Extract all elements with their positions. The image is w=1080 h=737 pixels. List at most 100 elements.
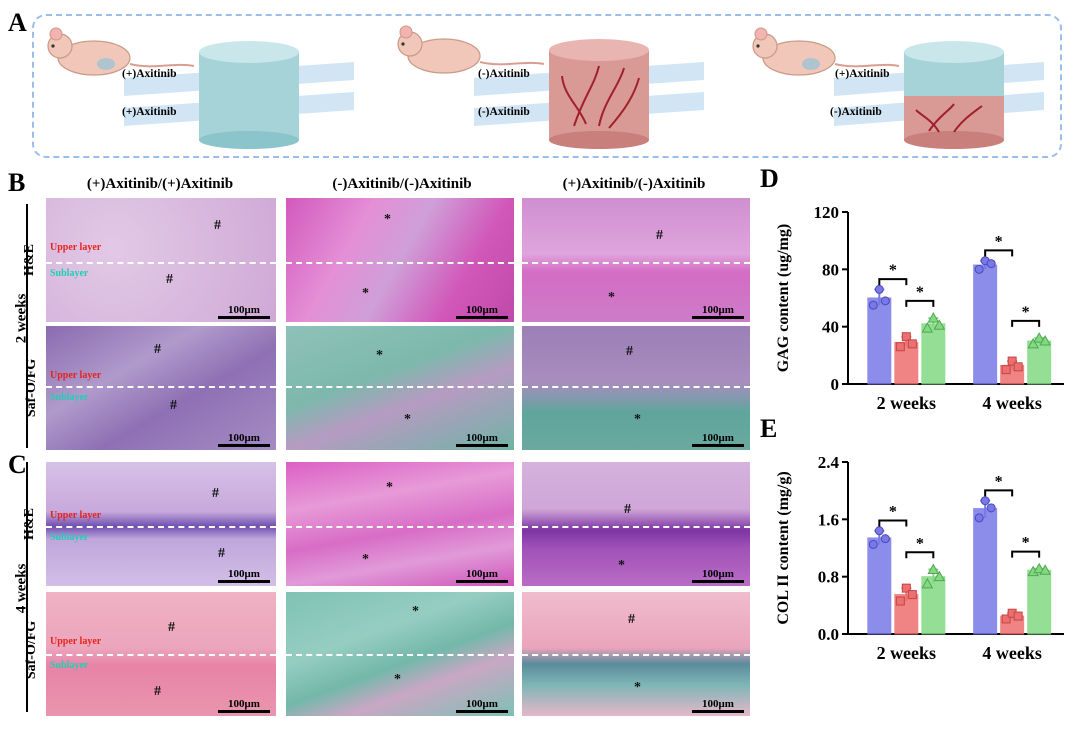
star-mark: * (412, 604, 419, 619)
sublayer-label: Sublayer (50, 660, 89, 671)
star-mark: * (376, 348, 383, 363)
data-point (1001, 365, 1011, 375)
label-lower-g2: (-)Axitinib (478, 106, 530, 118)
bar (973, 508, 998, 635)
upper-layer-label: Upper layer (50, 370, 102, 381)
data-point (921, 322, 934, 333)
data-point (1013, 362, 1023, 372)
stain-label-saf-2w: Saf-O/FG (24, 358, 39, 418)
significance-star: * (1022, 304, 1030, 321)
data-point (980, 496, 990, 506)
scale-bar: 100μm (456, 432, 508, 447)
label-lower-g1: (+)Axitinib (122, 106, 177, 118)
data-point (880, 534, 890, 544)
panel-label-a: A (8, 8, 27, 37)
histology-tile-2w-he-pp: Upper layer Sublayer # # 100μm (46, 198, 276, 322)
y-tick-label: 0 (831, 375, 840, 394)
label-upper-g1: (+)Axitinib (122, 68, 177, 80)
data-point (880, 296, 890, 306)
mouse-icon (47, 27, 195, 76)
bar (973, 264, 998, 385)
bracket-4w (26, 462, 28, 712)
stain-label-saf-4w: Saf-O/FG (24, 620, 39, 680)
data-point (1007, 356, 1017, 366)
data-point (974, 264, 984, 274)
data-point (1039, 334, 1052, 346)
x-tick-label: 2 weeks (877, 643, 937, 663)
star-mark: * (404, 412, 411, 427)
significance-star: * (995, 473, 1003, 490)
gag-bar-chart: 0 40 80 120 GAG content (ug/mg) 2 weeks * * 4 we… (775, 203, 1064, 413)
label-upper-g2: (-)Axitinib (478, 68, 530, 80)
hash-mark: # (656, 228, 663, 243)
hash-mark: # (166, 272, 173, 287)
star-mark: * (608, 290, 615, 305)
hash-mark: # (168, 620, 175, 635)
hash-mark: # (218, 546, 225, 561)
scale-bar: 100μm (218, 568, 270, 583)
bar (921, 323, 946, 385)
panel-label-b: B (8, 168, 26, 197)
hydrogel-cylinder-minus-minus (549, 39, 649, 149)
significance-star: * (1022, 535, 1030, 552)
y-tick-label: 1.6 (818, 510, 839, 529)
significance-star: * (889, 262, 897, 279)
significance-bracket (1011, 319, 1041, 327)
upper-layer-label: Upper layer (50, 636, 102, 647)
significance-bracket (905, 299, 935, 307)
data-point (933, 570, 946, 582)
star-mark: * (362, 552, 369, 567)
x-tick-label: 2 weeks (877, 393, 937, 413)
column-header-2: (-)Axitinib/(-)Axitinib (332, 176, 472, 192)
bar (867, 537, 892, 635)
significance-bracket (984, 489, 1014, 497)
panel-label-c: C (8, 450, 27, 479)
scale-bar: 100μm (456, 304, 508, 319)
x-tick-label: 4 weeks (982, 643, 1042, 663)
data-point (868, 539, 878, 549)
star-mark: * (386, 480, 393, 495)
data-point (907, 339, 917, 349)
significance-star: * (995, 233, 1003, 250)
histology-tile-4w-saf-pm: # * 100μm (522, 592, 750, 716)
data-point (986, 259, 996, 269)
histology-tile-2w-he-pm: # * 100μm (522, 198, 750, 322)
panel-label-d: D (760, 164, 779, 193)
scale-bar: 100μm (456, 568, 508, 583)
y-tick-label: 0.0 (818, 625, 839, 644)
data-point (933, 319, 946, 330)
y-tick-label: 2.4 (818, 453, 840, 472)
significance-star: * (916, 535, 924, 552)
y-tick-label: 80 (822, 260, 839, 279)
data-point (927, 563, 940, 574)
significance-bracket (984, 249, 1014, 257)
star-mark: * (634, 680, 641, 695)
col2-bar-chart: 0.0 0.8 1.6 2.4 COL II content (mg/g) 2 weeks… (775, 453, 1064, 663)
y-tick-label: 0.8 (818, 568, 839, 587)
upper-layer-label: Upper layer (50, 242, 102, 253)
scale-bar: 100μm (692, 568, 744, 583)
data-point (1013, 611, 1023, 621)
y-axis-label: GAG content (ug/mg) (775, 224, 792, 372)
mouse-icon (397, 25, 545, 74)
sublayer-label: Sublayer (50, 268, 89, 279)
histology-tile-4w-he-mm: * * 100μm (286, 462, 514, 586)
data-point (895, 596, 905, 606)
hash-mark: # (214, 218, 221, 233)
histology-tile-2w-saf-mm: * * 100μm (286, 326, 514, 450)
hash-mark: # (154, 342, 161, 357)
scale-bar: 100μm (692, 304, 744, 319)
significance-bracket (905, 551, 935, 559)
y-axis-label: COL II content (mg/g) (775, 471, 792, 624)
column-header-3: (+)Axitinib/(-)Axitinib (562, 176, 706, 192)
data-point (1033, 332, 1046, 343)
scale-bar: 100μm (692, 698, 744, 713)
hash-mark: # (624, 502, 631, 517)
hydrogel-cylinder-plus-minus (904, 41, 1004, 149)
star-mark: * (618, 558, 625, 573)
data-point (907, 590, 917, 600)
data-point (901, 583, 911, 593)
data-point (986, 503, 996, 513)
significance-star: * (889, 503, 897, 520)
star-mark: * (384, 212, 391, 227)
